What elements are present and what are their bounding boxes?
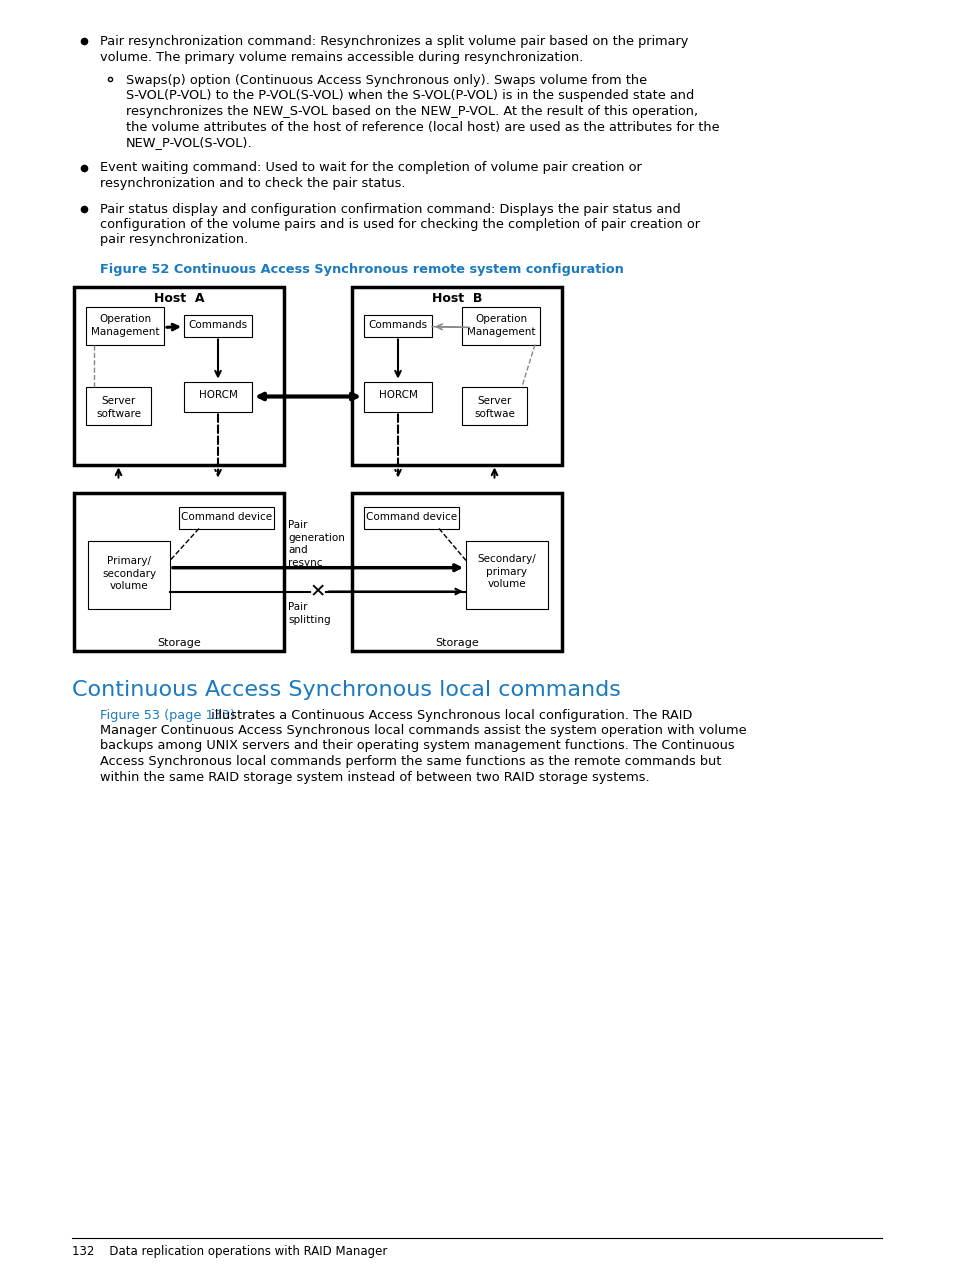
Text: resynchronization and to check the pair status.: resynchronization and to check the pair … (100, 177, 405, 189)
Text: HORCM: HORCM (378, 390, 417, 400)
Text: Secondary/
primary
volume: Secondary/ primary volume (477, 554, 536, 590)
Text: resynchronizes the NEW_S-VOL based on the NEW_P-VOL. At the result of this opera: resynchronizes the NEW_S-VOL based on th… (126, 105, 698, 118)
Bar (74, 286, 284, 464)
Bar (88, 540, 170, 609)
Bar (364, 507, 458, 529)
Bar (364, 381, 432, 412)
Text: Commands: Commands (189, 320, 247, 330)
Text: within the same RAID storage system instead of between two RAID storage systems.: within the same RAID storage system inst… (100, 770, 649, 783)
Text: volume. The primary volume remains accessible during resynchronization.: volume. The primary volume remains acces… (100, 51, 583, 64)
Text: Event waiting command: Used to wait for the completion of volume pair creation o: Event waiting command: Used to wait for … (100, 161, 641, 174)
Text: pair resynchronization.: pair resynchronization. (100, 234, 248, 247)
Text: Command device: Command device (181, 511, 272, 521)
Text: Swaps(p) option (Continuous Access Synchronous only). Swaps volume from the: Swaps(p) option (Continuous Access Synch… (126, 74, 646, 86)
Text: the volume attributes of the host of reference (local host) are used as the attr: the volume attributes of the host of ref… (126, 121, 719, 133)
Text: Pair status display and configuration confirmation command: Displays the pair st: Pair status display and configuration co… (100, 202, 680, 216)
Text: 132    Data replication operations with RAID Manager: 132 Data replication operations with RAI… (71, 1246, 387, 1258)
Text: Continuous Access Synchronous local commands: Continuous Access Synchronous local comm… (71, 680, 620, 700)
Text: S-VOL(P-VOL) to the P-VOL(S-VOL) when the S-VOL(P-VOL) is in the suspended state: S-VOL(P-VOL) to the P-VOL(S-VOL) when th… (126, 89, 694, 103)
Text: Host  A: Host A (153, 291, 204, 305)
Text: configuration of the volume pairs and is used for checking the completion of pai: configuration of the volume pairs and is… (100, 219, 700, 231)
Text: Server
softwae: Server softwae (474, 397, 515, 419)
Text: Operation
Management: Operation Management (466, 314, 535, 337)
Bar (86, 306, 164, 344)
Bar (461, 386, 526, 425)
Text: Primary/
secondary
volume: Primary/ secondary volume (102, 557, 156, 591)
Bar (352, 492, 561, 651)
Text: Host  B: Host B (432, 291, 481, 305)
Bar (364, 314, 432, 337)
Bar (86, 386, 151, 425)
Text: Command device: Command device (366, 511, 456, 521)
Text: Pair
generation
and
resync: Pair generation and resync (288, 521, 345, 568)
Text: HORCM: HORCM (198, 390, 237, 400)
Bar (74, 492, 284, 651)
Text: Server
software: Server software (96, 397, 141, 419)
Bar (465, 540, 547, 609)
Bar (461, 306, 539, 344)
Text: illustrates a Continuous Access Synchronous local configuration. The RAID: illustrates a Continuous Access Synchron… (207, 708, 692, 722)
Text: Figure 52 Continuous Access Synchronous remote system configuration: Figure 52 Continuous Access Synchronous … (100, 263, 623, 276)
Text: Figure 53 (page 133): Figure 53 (page 133) (100, 708, 234, 722)
Bar (184, 314, 252, 337)
Text: Storage: Storage (435, 638, 478, 648)
Text: Operation
Management: Operation Management (91, 314, 159, 337)
Text: Manager Continuous Access Synchronous local commands assist the system operation: Manager Continuous Access Synchronous lo… (100, 724, 746, 737)
Text: ✕: ✕ (310, 582, 326, 601)
Text: NEW_P-VOL(S-VOL).: NEW_P-VOL(S-VOL). (126, 136, 253, 149)
Text: Commands: Commands (368, 320, 427, 330)
Text: backups among UNIX servers and their operating system management functions. The : backups among UNIX servers and their ope… (100, 740, 734, 752)
Bar (184, 381, 252, 412)
Text: Storage: Storage (157, 638, 201, 648)
Text: Access Synchronous local commands perform the same functions as the remote comma: Access Synchronous local commands perfor… (100, 755, 720, 768)
Text: Pair resynchronization command: Resynchronizes a split volume pair based on the : Pair resynchronization command: Resynchr… (100, 36, 688, 48)
Text: Pair
splitting: Pair splitting (288, 602, 331, 625)
Bar (352, 286, 561, 464)
Bar (179, 507, 274, 529)
